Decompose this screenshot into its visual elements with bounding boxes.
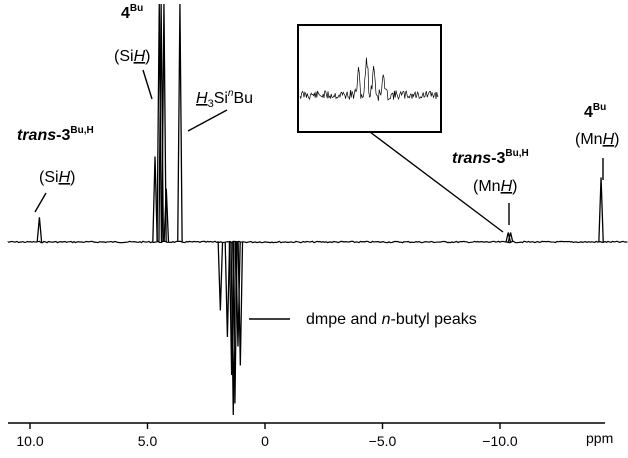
label-4bu-sih-sub: (Si (114, 48, 134, 65)
label-4bu-sih-main: 4 (121, 5, 130, 22)
label-4bu-mnh-sup: Bu (593, 102, 606, 113)
x-tick-label: −10.0 (482, 433, 518, 449)
peak-6 (177, 3, 183, 243)
label-dmpe: dmpe and n-butyl peaks (249, 311, 477, 328)
peak-8 (224, 241, 231, 338)
label-trans-mnh-sub: (Mn (473, 178, 501, 195)
leader-h3sibu (187, 109, 228, 132)
svg-text:trans-3Bu,H: trans-3Bu,H (452, 148, 529, 167)
label-h3sibu-end: Bu (233, 90, 253, 107)
peak-2 (156, 3, 163, 243)
x-tick-label: 5.0 (138, 433, 158, 449)
label-dmpe-post: -butyl peaks (391, 311, 477, 328)
x-tick-label: −5.0 (369, 433, 397, 449)
svg-text:(MnH): (MnH) (473, 178, 517, 195)
peak-13 (237, 241, 244, 366)
label-4bu-sih-close: ) (145, 48, 150, 65)
label-trans-sih: trans-3Bu,H (SiH) (17, 125, 94, 213)
label-h3sibu-h: H (196, 90, 208, 107)
label-trans-sih-main: -3 (56, 127, 70, 144)
x-axis-label: ppm (586, 430, 613, 446)
inset-box (297, 24, 442, 133)
label-trans-mnh-main: -3 (491, 150, 505, 167)
label-trans-mnh-i: trans (452, 150, 491, 167)
leader-trans-sih (34, 192, 47, 213)
label-trans-mnh-close: ) (512, 178, 517, 195)
x-tick-label: 10.0 (16, 433, 43, 449)
label-4bu-mnh-main: 4 (584, 104, 593, 121)
label-trans-sih-h: H (59, 169, 71, 186)
label-h3sibu-mid: Si (214, 90, 228, 107)
peak-15 (505, 232, 512, 243)
label-h3sibu: H3SinBu (187, 88, 253, 132)
label-4bu-sih-sup: Bu (130, 3, 143, 14)
label-trans-sih-sup: Bu,H (70, 125, 93, 136)
x-tick-label: 0 (261, 433, 269, 449)
label-4bu-mnh: 4Bu (MnH) (575, 102, 619, 180)
spectrum-baseline (7, 240, 628, 244)
label-trans-sih-sub: (Si (39, 169, 59, 186)
peak-marks-group (36, 3, 604, 416)
peak-0 (36, 217, 43, 243)
label-dmpe-pre: dmpe and (306, 311, 382, 328)
svg-text:(MnH): (MnH) (575, 131, 619, 148)
label-dmpe-it: n (382, 311, 391, 328)
inset-trace-group (299, 57, 439, 101)
peak-7 (217, 241, 224, 311)
inset-connector-line (369, 131, 504, 233)
label-trans-sih-i: trans (17, 127, 56, 144)
x-ticks-group: 10.0 5.0 0 −5.0 −10.0 (16, 423, 518, 449)
svg-text:4Bu: 4Bu (121, 3, 143, 22)
svg-text:4Bu: 4Bu (584, 102, 606, 121)
peak-10 (230, 241, 237, 416)
label-trans-mnh-sup: Bu,H (505, 148, 528, 159)
spectrum-trace-group (7, 240, 628, 244)
peak-1 (152, 156, 158, 243)
svg-text:trans-3Bu,H: trans-3Bu,H (17, 125, 94, 144)
svg-text:H3SinBu: H3SinBu (196, 88, 253, 110)
label-trans-mnh: trans-3Bu,H (MnH) (452, 148, 529, 225)
peak-12 (235, 241, 241, 347)
label-trans-sih-close: ) (70, 169, 75, 186)
peak-4 (161, 3, 167, 243)
peak-16 (598, 177, 604, 243)
svg-text:(SiH): (SiH) (114, 48, 150, 65)
label-4bu-mnh-sub: (Mn (575, 131, 603, 148)
label-4bu-mnh-h: H (603, 131, 615, 148)
svg-text:(SiH): (SiH) (39, 169, 75, 186)
inset-expansion (297, 24, 504, 233)
inset-trace (299, 57, 439, 101)
label-trans-mnh-h: H (501, 178, 513, 195)
label-h3sibu-sub3: 3 (208, 98, 214, 110)
label-4bu-sih: 4Bu (SiH) (114, 3, 153, 100)
leader-4bu-sih (142, 69, 153, 100)
svg-text:dmpe and n-butyl peaks: dmpe and n-butyl peaks (306, 311, 477, 328)
peak-5 (163, 188, 170, 243)
label-4bu-mnh-close: ) (614, 131, 619, 148)
label-4bu-sih-h: H (134, 48, 146, 65)
label-h3sibu-supn: n (228, 88, 234, 99)
